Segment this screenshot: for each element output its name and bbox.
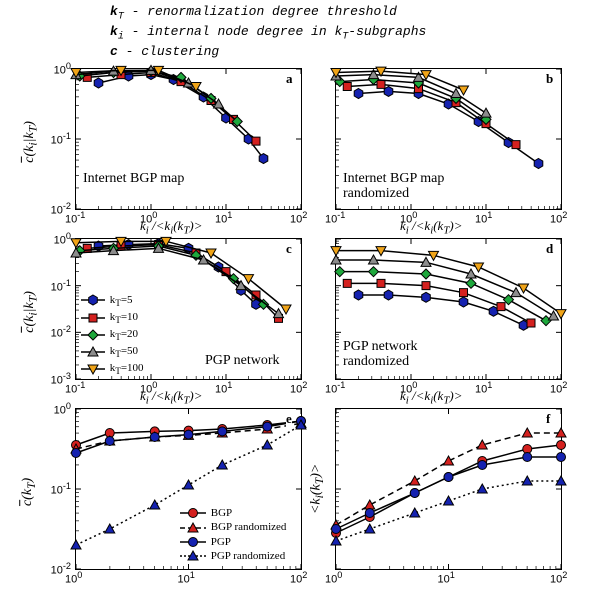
x-tick-label: 102 xyxy=(550,210,567,226)
y-axis-title: c(ki|kT) xyxy=(22,291,40,333)
figure-header: kT - renormalization degree threshold ki… xyxy=(0,0,600,62)
x-tick-label: 101 xyxy=(475,380,492,396)
y-tick-label: 10-2 xyxy=(51,561,71,577)
x-tick-label: 101 xyxy=(215,210,232,226)
panel-letter: b xyxy=(546,71,553,87)
y-axis-title: c(ki|kT) xyxy=(22,121,40,163)
panel-letter: a xyxy=(286,71,293,87)
panel-letter: f xyxy=(546,411,550,427)
y-axis-title: c(kT) xyxy=(20,478,38,506)
x-tick-label: 100 xyxy=(325,570,342,586)
panel-grid: a Internet BGP map 10-1 100 101 102 10-2 10-1 10… xyxy=(0,58,600,598)
x-tick-label: 101 xyxy=(438,570,455,586)
x-tick-label: 101 xyxy=(215,380,232,396)
x-tick-label: 102 xyxy=(550,380,567,396)
legend-kt: kT=5 kT=10 kT=20 kT=50 kT=100 xyxy=(81,293,144,379)
y-tick-label: 10-3 xyxy=(51,371,71,387)
panel-letter: e xyxy=(286,411,292,427)
y-tick-label: 10-1 xyxy=(51,481,71,497)
x-axis-title: ki /<ki(kT)> xyxy=(400,388,462,407)
legend-dataset: BGP BGP randomized PGP PGP randomized xyxy=(180,506,286,563)
panel-letter: c xyxy=(286,241,292,257)
panel-label: PGP networkrandomized xyxy=(343,340,418,369)
x-tick-label: 102 xyxy=(290,210,307,226)
x-tick-label: 10-1 xyxy=(325,380,345,396)
panel-a xyxy=(75,68,302,210)
panel-f xyxy=(335,408,562,570)
x-axis-title: ki /<ki(kT)> xyxy=(140,388,202,407)
x-axis-title: ki /<ki(kT)> xyxy=(400,218,462,237)
y-tick-label: 10-2 xyxy=(51,324,71,340)
y-tick-label: 100 xyxy=(54,61,71,77)
x-tick-label: 10-1 xyxy=(325,210,345,226)
y-tick-label: 100 xyxy=(54,231,71,247)
y-tick-label: 100 xyxy=(54,401,71,417)
panel-letter: d xyxy=(546,241,553,257)
x-tick-label: 102 xyxy=(290,570,307,586)
x-tick-label: 102 xyxy=(550,570,567,586)
panel-label: Internet BGP map xyxy=(83,172,184,187)
y-tick-label: 10-1 xyxy=(51,278,71,294)
y-axis-title: <ki(kT)> xyxy=(308,464,326,514)
panel-label: PGP network xyxy=(205,354,280,369)
y-tick-label: 10-1 xyxy=(51,131,71,147)
y-tick-label: 10-2 xyxy=(51,201,71,217)
x-axis-title: ki /<ki(kT)> xyxy=(140,218,202,237)
x-tick-label: 101 xyxy=(178,570,195,586)
panel-label: Internet BGP maprandomized xyxy=(343,172,444,201)
x-tick-label: 102 xyxy=(290,380,307,396)
x-tick-label: 101 xyxy=(475,210,492,226)
